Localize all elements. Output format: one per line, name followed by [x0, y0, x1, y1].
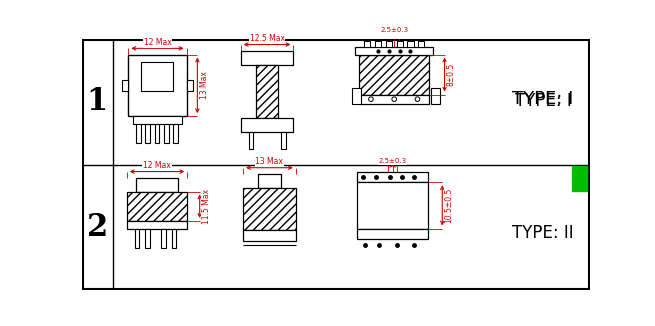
Bar — [356, 47, 433, 54]
Bar — [364, 41, 370, 47]
Bar — [360, 54, 429, 95]
Bar — [256, 65, 278, 118]
Bar — [187, 80, 193, 91]
Text: TYPE: I: TYPE: I — [515, 92, 571, 110]
Bar — [281, 132, 286, 149]
Bar — [572, 166, 587, 191]
Bar — [141, 62, 174, 92]
Bar — [243, 230, 296, 241]
Bar — [386, 41, 392, 47]
Text: 2: 2 — [86, 212, 108, 243]
Bar — [127, 192, 187, 221]
Text: TYPE: I: TYPE: I — [512, 90, 574, 108]
Bar — [133, 116, 182, 124]
Bar — [136, 178, 178, 192]
Bar — [127, 221, 187, 229]
Text: 12 Max: 12 Max — [143, 38, 172, 47]
Bar — [258, 174, 281, 188]
Bar — [145, 229, 150, 248]
Bar — [407, 41, 413, 47]
Bar — [360, 95, 429, 104]
Bar — [122, 80, 128, 91]
Bar — [145, 124, 150, 143]
Bar — [352, 88, 361, 104]
Bar — [243, 188, 296, 230]
Bar — [155, 124, 159, 143]
Bar — [357, 171, 428, 182]
Text: 11.5 Max: 11.5 Max — [202, 189, 211, 224]
Bar — [241, 51, 293, 65]
Bar — [161, 229, 166, 248]
Text: 2.5±0.3: 2.5±0.3 — [380, 27, 408, 33]
Bar — [357, 229, 428, 239]
Text: TYPE: II: TYPE: II — [512, 224, 574, 242]
Bar — [174, 124, 178, 143]
Bar — [396, 41, 403, 47]
Bar — [128, 54, 187, 116]
Bar — [172, 229, 176, 248]
Text: 1: 1 — [87, 86, 108, 117]
Text: 13 Max: 13 Max — [200, 71, 209, 99]
Bar — [248, 132, 253, 149]
Text: 10.5±0.5: 10.5±0.5 — [445, 188, 453, 223]
Text: 12.5 Max: 12.5 Max — [250, 34, 285, 43]
Bar — [419, 41, 424, 47]
Text: 12 Max: 12 Max — [143, 161, 171, 170]
Bar — [136, 124, 141, 143]
Bar — [241, 118, 293, 132]
Text: 13 Max: 13 Max — [255, 157, 284, 166]
Text: 8±0.5: 8±0.5 — [447, 63, 456, 86]
Bar — [357, 182, 428, 229]
Text: 2.5±0.3: 2.5±0.3 — [379, 158, 407, 164]
Bar — [164, 124, 169, 143]
Bar — [375, 41, 381, 47]
Bar — [134, 229, 140, 248]
Bar — [430, 88, 440, 104]
